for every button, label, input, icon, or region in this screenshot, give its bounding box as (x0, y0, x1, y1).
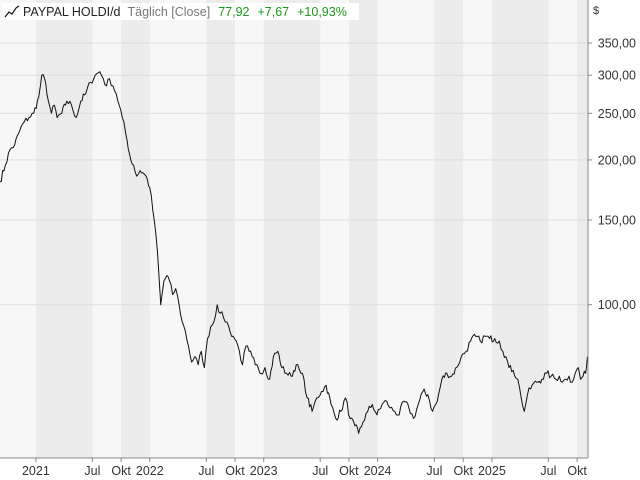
x-tick-label: 2021 (22, 464, 50, 478)
y-axis-unit: $ (593, 5, 599, 17)
month-band (577, 0, 588, 458)
month-band (35, 0, 93, 458)
x-tick-label: 2022 (136, 464, 164, 478)
y-tick-label: 150,00 (598, 214, 636, 228)
y-tick-label: 300,00 (598, 69, 636, 83)
x-tick-label: Okt (453, 464, 473, 478)
x-tick-label: Okt (339, 464, 359, 478)
y-tick-label: 200,00 (598, 153, 636, 167)
chart-legend: PAYPAL HOLDI/d Täglich [Close] 77,92 +7,… (2, 3, 359, 20)
legend-change-percent: +10,93% (297, 4, 347, 19)
y-tick-label: 250,00 (598, 107, 636, 121)
axes (0, 0, 589, 459)
x-tick-label: Jul (426, 464, 442, 478)
x-tick-label: 2025 (478, 464, 506, 478)
x-tick-label: Okt (567, 464, 587, 478)
y-tick-label: 100,00 (598, 298, 636, 312)
legend-series-name: PAYPAL HOLDI/d (23, 4, 121, 19)
x-tick-label: Jul (540, 464, 556, 478)
x-tick-label: 2023 (250, 464, 278, 478)
month-band (348, 0, 378, 458)
line-series-icon (4, 5, 20, 17)
x-tick-label: Okt (111, 464, 131, 478)
x-tick-label: Okt (225, 464, 245, 478)
x-tick-label: 2024 (364, 464, 392, 478)
gridlines (0, 42, 588, 306)
x-tick-label: Jul (312, 464, 328, 478)
x-tick-labels: 2021 Jul Okt 2022 Jul Okt 2023 Jul Okt 2024 Jul Okt… (22, 458, 587, 478)
x-tick-label: Jul (84, 464, 100, 478)
legend-period: Täglich [Close] (127, 4, 211, 19)
y-tick-labels: 100,00 150,00 200,00 250,00 300,00 350,00 (588, 37, 636, 312)
y-tick-label: 350,00 (598, 37, 636, 51)
price-series-line (0, 71, 588, 434)
month-band (263, 0, 321, 458)
month-band (434, 0, 464, 458)
legend-last-value: 77,92 (218, 4, 250, 19)
month-bands (35, 0, 588, 458)
legend-change: +7,67 (257, 4, 290, 19)
month-band (121, 0, 150, 458)
x-tick-label: Jul (198, 464, 214, 478)
month-band (206, 0, 235, 458)
